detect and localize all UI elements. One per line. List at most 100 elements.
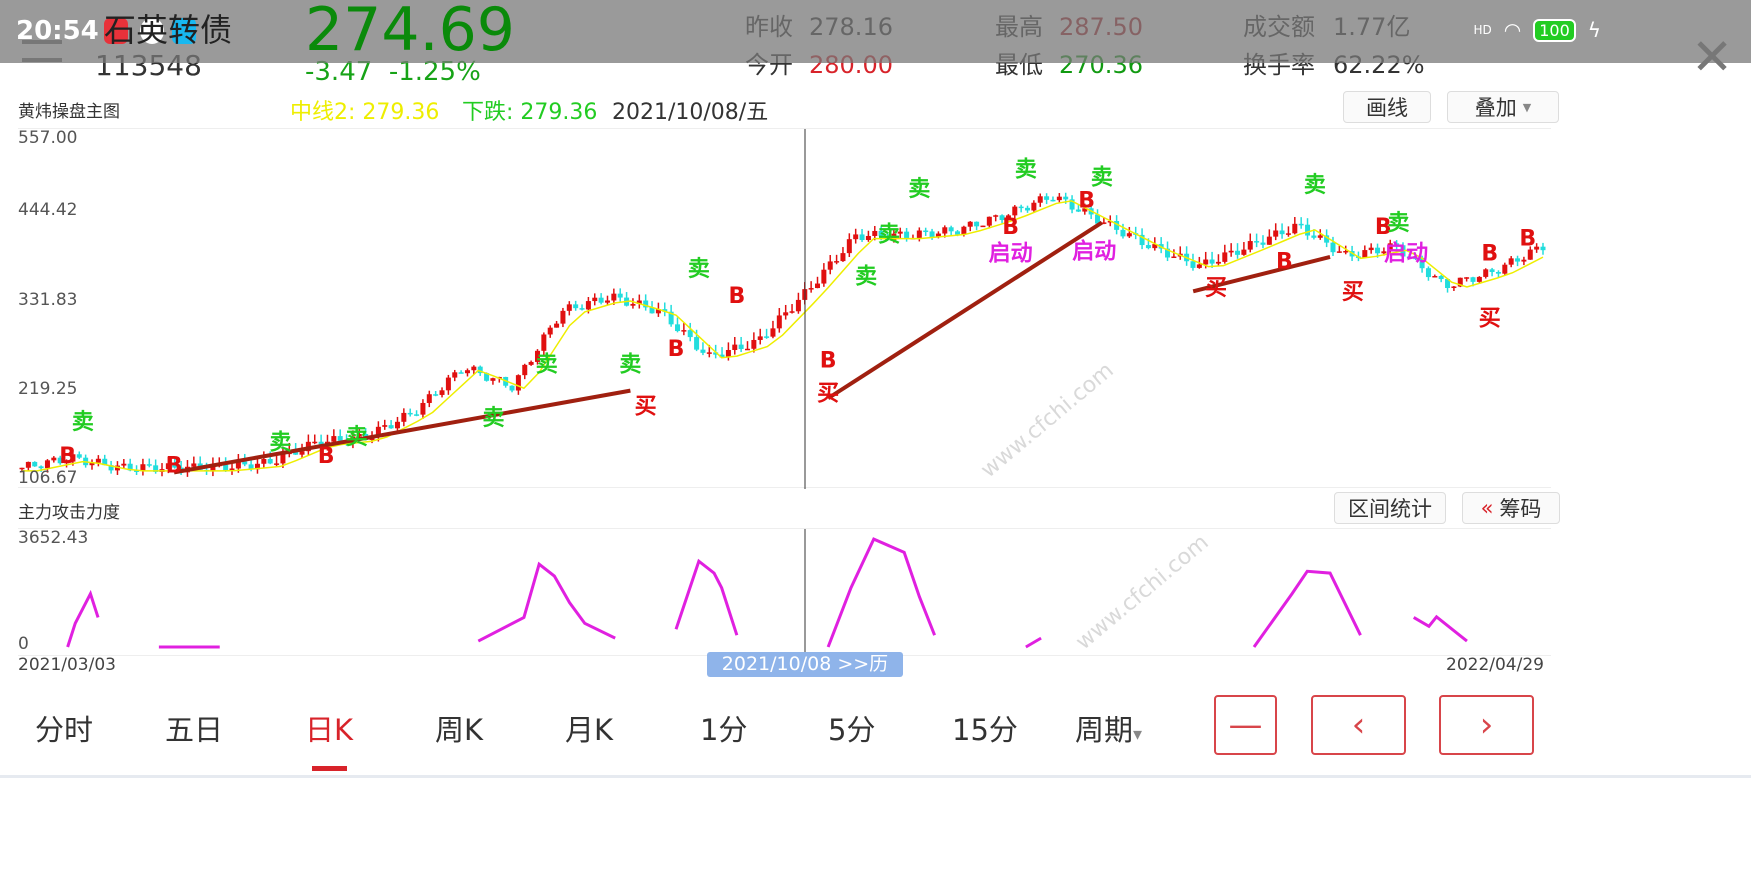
signal-marker: 卖 [855, 264, 877, 290]
candle [1495, 270, 1501, 278]
candle [1075, 205, 1081, 213]
candle [1279, 223, 1285, 239]
signal-marker: B [668, 337, 685, 362]
candle [674, 317, 680, 333]
candle [547, 325, 553, 338]
candle [1406, 253, 1412, 260]
candle [1425, 266, 1431, 281]
zoom-out-button[interactable]: — [1214, 695, 1277, 755]
candle [738, 336, 744, 353]
candle [388, 420, 394, 429]
signal-marker: B [1375, 215, 1392, 240]
sub-chart-area[interactable] [18, 528, 1551, 657]
tab-7[interactable]: 15分 [952, 707, 1018, 749]
sub-y-tick: 0 [18, 634, 29, 654]
close-icon[interactable]: ✕ [1691, 28, 1733, 86]
signal-marker: 卖 [878, 222, 900, 248]
candle [1165, 241, 1171, 262]
candle [1413, 255, 1419, 261]
tab-4[interactable]: 月K [565, 707, 613, 749]
overlay-button[interactable]: 叠加 ▼ [1447, 91, 1559, 123]
tab-6[interactable]: 5分 [828, 707, 875, 749]
candle [853, 228, 859, 244]
draw-line-button[interactable]: 画线 [1343, 91, 1431, 123]
candle [146, 458, 152, 468]
candle [1044, 193, 1050, 205]
candle [611, 288, 617, 305]
candle [783, 304, 789, 320]
signal-marker: B [1002, 215, 1019, 240]
candle [44, 459, 50, 473]
candle [1387, 239, 1393, 253]
tab-label: 1分 [700, 713, 748, 747]
candle [464, 368, 470, 377]
candle [1464, 277, 1470, 282]
signal-marker: B [1481, 242, 1498, 267]
candle [624, 292, 630, 307]
signal-marker: 卖 [908, 176, 930, 202]
candle [172, 456, 178, 469]
candle [1305, 218, 1311, 240]
tab-0[interactable]: 分时 [35, 707, 93, 749]
signal-marker: 买 [635, 395, 657, 420]
candle [687, 322, 693, 342]
signal-marker: 买 [1342, 280, 1364, 305]
scroll-right-button[interactable]: › [1439, 695, 1534, 755]
cursor-date: 2021/10/08/五 [612, 100, 769, 125]
candle [382, 419, 388, 430]
signal-marker: 卖 [619, 352, 641, 378]
signal-marker: B [728, 284, 745, 309]
history-date-button[interactable]: 2021/10/08 >>历 [707, 652, 903, 677]
app-notification-icon [172, 18, 196, 44]
candle [114, 461, 120, 475]
candle [751, 332, 757, 353]
signal-marker: B [318, 444, 335, 469]
candle [630, 298, 636, 309]
candle [534, 349, 540, 365]
candle [509, 385, 515, 393]
tab-3[interactable]: 周K [435, 707, 483, 749]
candle [280, 446, 286, 468]
candle [980, 225, 986, 228]
candle [636, 294, 642, 309]
candle [1368, 243, 1374, 254]
candle [51, 456, 57, 463]
candle [1241, 242, 1247, 256]
scroll-left-button[interactable]: ‹ [1311, 695, 1406, 755]
candle [452, 369, 458, 382]
candle [948, 225, 954, 236]
candle [414, 410, 420, 417]
interval-stats-button[interactable]: 区间统计 [1334, 492, 1446, 524]
tab-1[interactable]: 五日 [165, 707, 223, 749]
midline-series [22, 200, 1544, 472]
tab-label: 月K [565, 713, 614, 747]
tab-2[interactable]: 日K [305, 707, 353, 749]
candle [617, 288, 623, 302]
candle [528, 360, 534, 366]
minus-icon: — [1228, 705, 1263, 745]
signal-marker: 买 [1205, 276, 1227, 301]
y-tick: 219.25 [18, 379, 78, 399]
chips-button[interactable]: «筹码 [1462, 492, 1560, 524]
signal-marker: 卖 [72, 409, 94, 435]
candle [1190, 253, 1196, 271]
tab-8[interactable]: 周期▾ [1075, 707, 1142, 749]
candle [426, 390, 432, 408]
candle [76, 451, 82, 459]
candle [1336, 245, 1342, 253]
signal-marker: 启动 [989, 241, 1033, 267]
candle [662, 302, 668, 317]
candle [439, 387, 445, 398]
candle [401, 408, 407, 427]
candle [1005, 214, 1011, 221]
candle [1025, 205, 1031, 213]
candle [681, 323, 687, 336]
main-chart-title: 黄炜操盘主图 [18, 102, 120, 122]
candle [140, 458, 146, 476]
status-bar: 20:54 HD ◠ 100 ϟ [0, 0, 1751, 63]
tab-5[interactable]: 1分 [700, 707, 747, 749]
attack-strength-chart [18, 529, 1551, 657]
candle [865, 230, 871, 242]
main-chart-area[interactable]: B 卖 B B 卖卖卖卖卖买 B 卖 B 买 B 卖卖卖卖 B 启动 启动卖 B 买 B 卖买 B 启动卖买 B B [18, 128, 1551, 489]
menu-icon[interactable] [22, 40, 62, 62]
